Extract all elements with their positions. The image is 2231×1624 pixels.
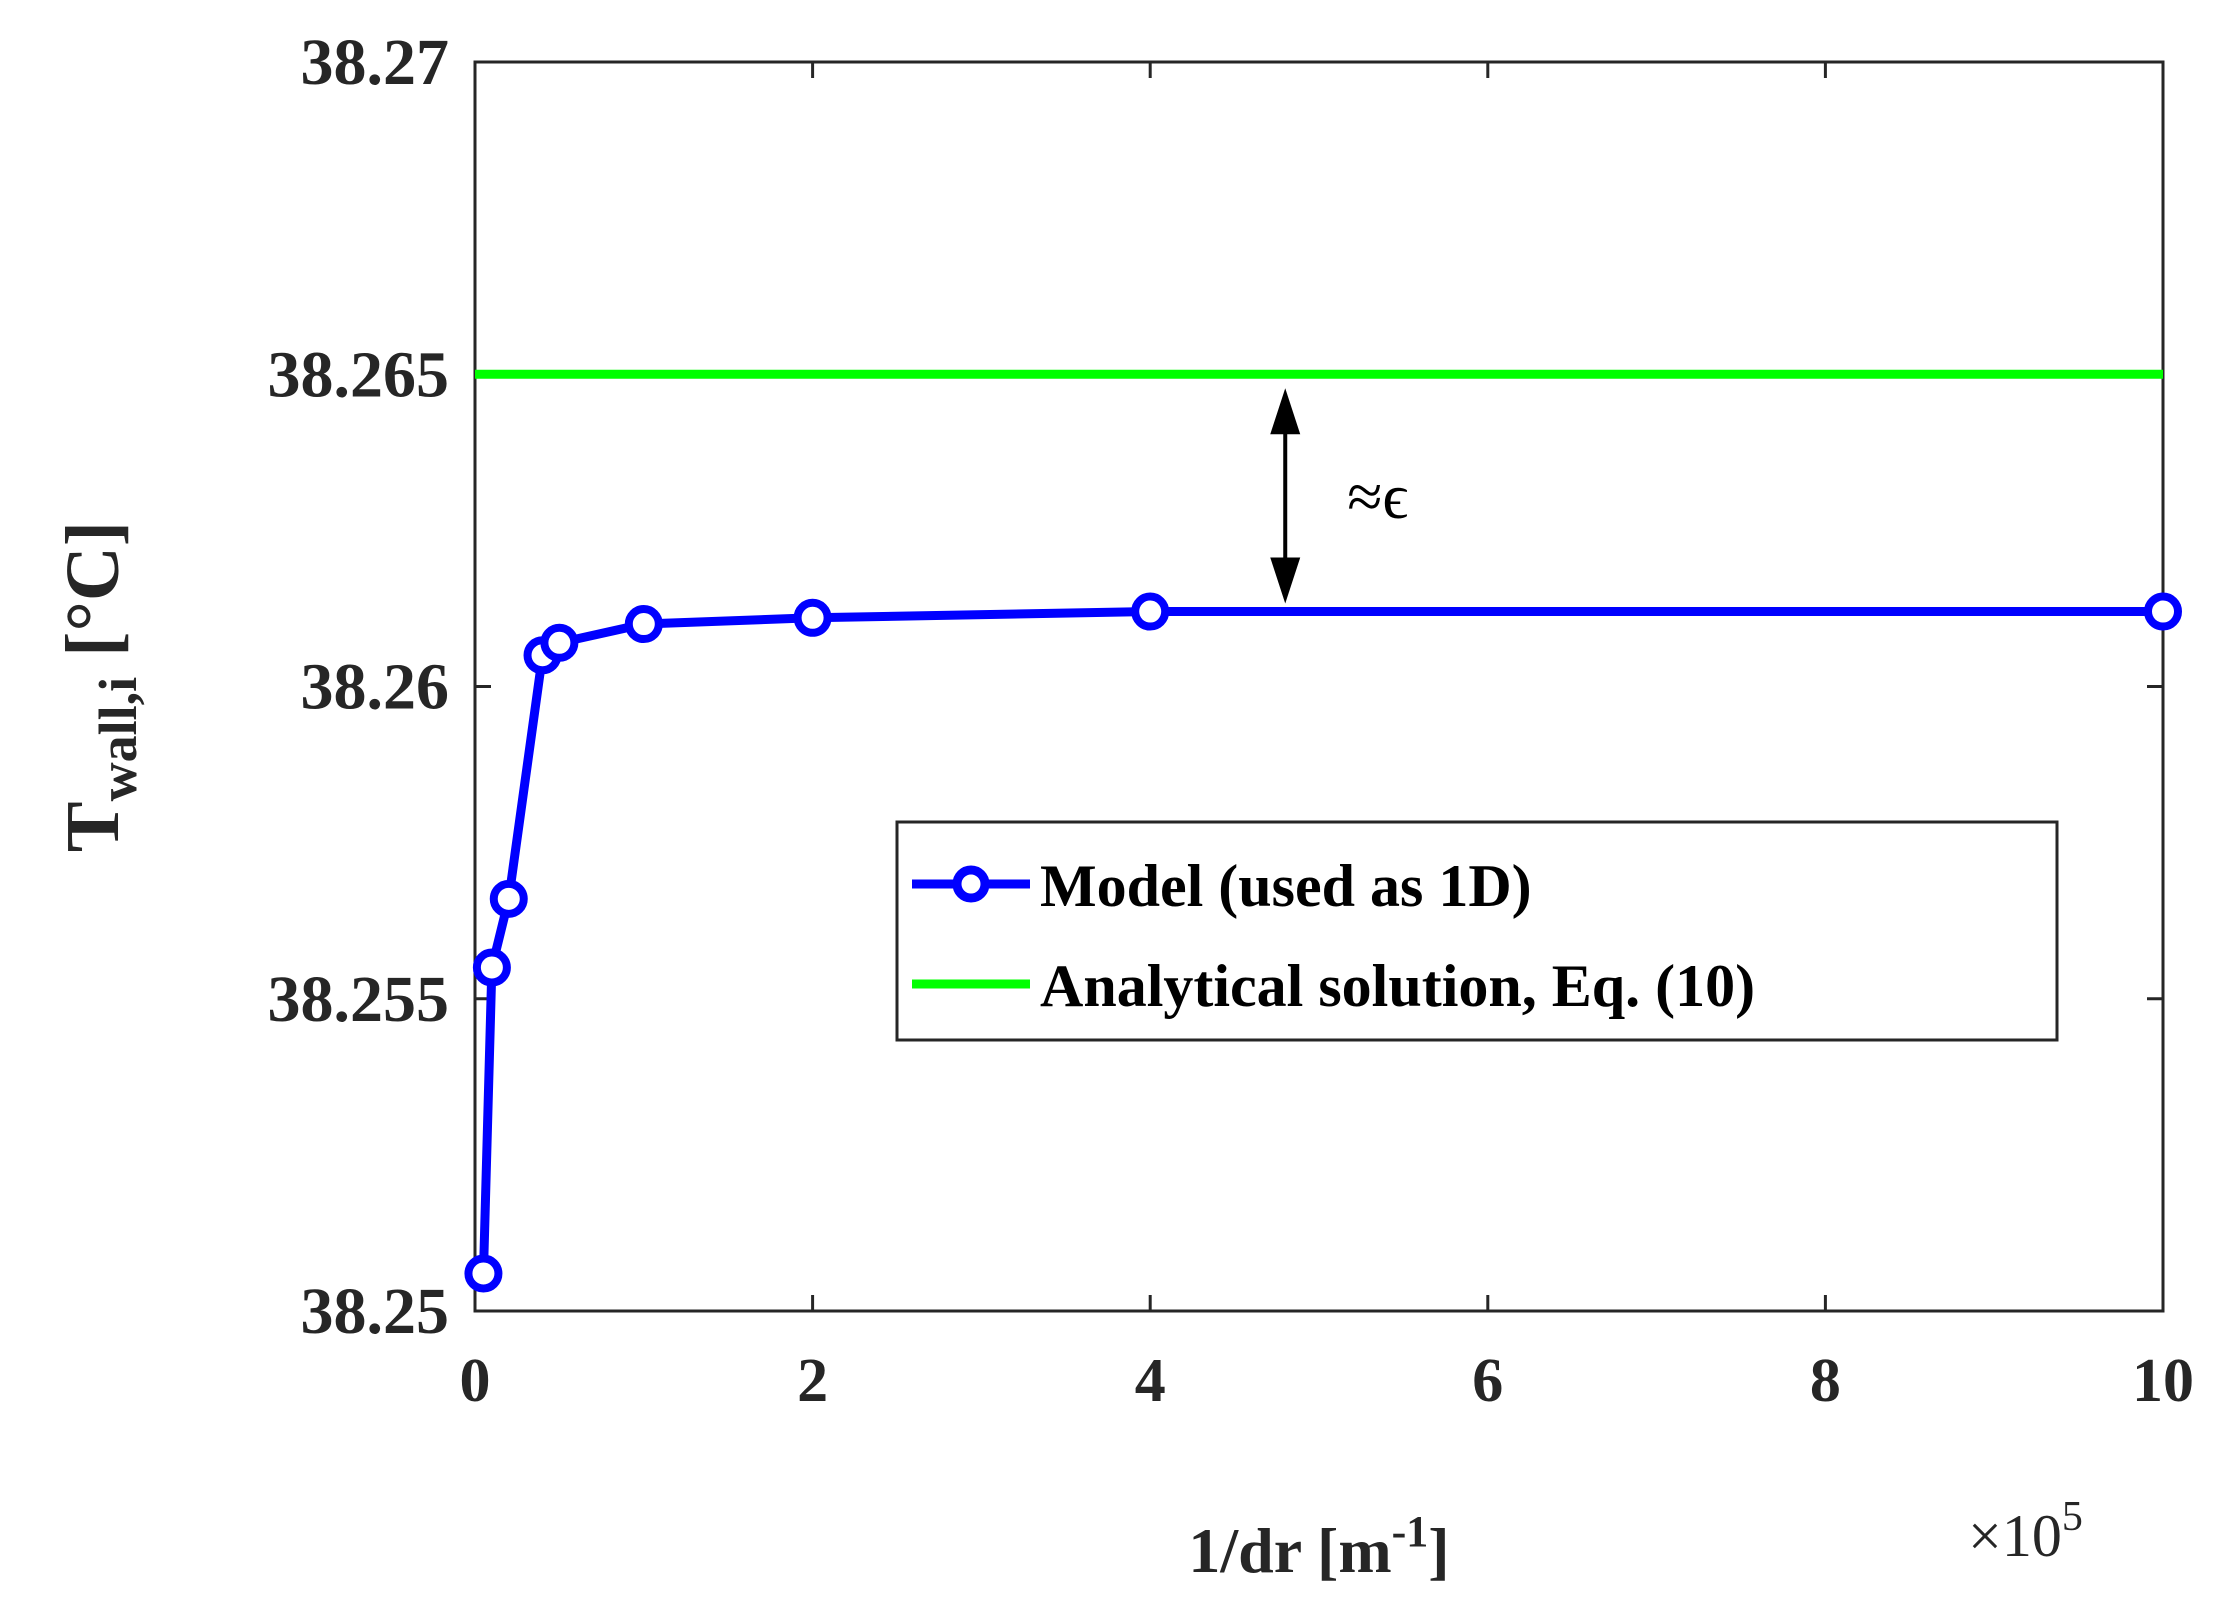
y-axis-label-main: T xyxy=(51,801,135,852)
ticks: 0 2 4 6 8 10 38.25 38.255 38.26 38.265 38.27 xyxy=(268,26,2195,1415)
legend-label-model: Model (used as 1D) xyxy=(1040,853,1532,919)
y-tick-label: 38.255 xyxy=(268,963,450,1036)
x-tick-label: 4 xyxy=(1135,1347,1166,1415)
y-axis-label: Twall,i [°C] xyxy=(51,521,148,852)
data-point-model xyxy=(540,623,579,662)
plot-area: 0 2 4 6 8 10 38.25 38.255 38.26 38.265 38.27 ≈ϵ xyxy=(268,26,2195,1415)
x-axis-multiplier: ×105 xyxy=(1968,1494,2083,1569)
annotation-arrow-head-down xyxy=(1270,557,1301,604)
data-point-model xyxy=(1131,592,1170,631)
y-axis-label-sub: wall,i xyxy=(88,677,148,802)
annotation-layer: ≈ϵ xyxy=(1270,388,1408,604)
x-tick-label: 10 xyxy=(2132,1347,2194,1415)
legend: Model (used as 1D) Analytical solution, … xyxy=(895,820,2059,1042)
x-axis-label: 1/dr [m-1] xyxy=(1188,1507,1449,1586)
x-axis-label-close: ] xyxy=(1428,1515,1449,1586)
x-axis-label-sup: -1 xyxy=(1392,1507,1429,1556)
x-tick-label: 8 xyxy=(1810,1347,1841,1415)
data-point-model xyxy=(624,605,663,644)
x-axis-multiplier-exp: 5 xyxy=(2062,1494,2083,1540)
y-tick-label: 38.26 xyxy=(301,651,450,724)
data-point-model xyxy=(489,879,528,918)
y-axis-label-unit: [°C] xyxy=(51,521,135,657)
x-tick-label: 2 xyxy=(797,1347,828,1415)
x-axis-label-main: 1/dr [m xyxy=(1188,1515,1391,1586)
data-point-model xyxy=(2144,592,2182,631)
y-tick-label: 38.265 xyxy=(268,338,450,411)
data-point-model xyxy=(472,948,511,987)
legend-box xyxy=(895,820,2059,1042)
y-tick-label: 38.27 xyxy=(301,26,450,99)
series-layer xyxy=(464,369,2182,1293)
x-tick-label: 0 xyxy=(460,1347,491,1415)
x-axis-multiplier-base: ×10 xyxy=(1968,1503,2062,1569)
y-tick-label: 38.25 xyxy=(301,1275,450,1348)
legend-marker-model xyxy=(952,865,990,903)
annotation-arrow-head-up xyxy=(1270,388,1301,435)
x-tick-label: 6 xyxy=(1472,1347,1503,1415)
data-point-model xyxy=(464,1254,503,1293)
annotation-epsilon-label: ≈ϵ xyxy=(1347,461,1408,532)
data-point-model xyxy=(793,598,832,637)
legend-label-analytical: Analytical solution, Eq. (10) xyxy=(1040,953,1755,1019)
